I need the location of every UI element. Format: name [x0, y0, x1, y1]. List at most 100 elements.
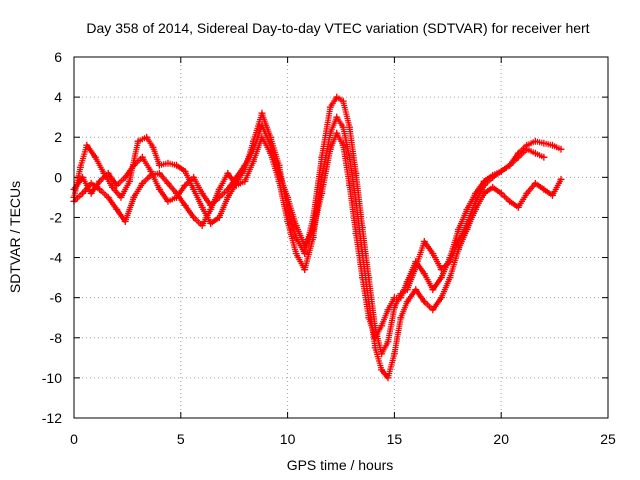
data-point	[339, 123, 347, 131]
data-point	[523, 145, 531, 153]
data-point	[130, 193, 138, 201]
data-point	[117, 193, 125, 201]
data-point	[147, 167, 155, 175]
data-point	[472, 189, 480, 197]
data-point	[284, 217, 292, 225]
y-tick-label: 4	[54, 89, 62, 105]
data-point	[232, 173, 240, 181]
data-point	[420, 238, 428, 246]
data-point	[412, 286, 420, 294]
data-point	[164, 179, 172, 187]
series-trace-2	[70, 113, 565, 382]
data-point	[121, 217, 129, 225]
data-point	[207, 219, 215, 227]
y-tick-label: 2	[54, 129, 62, 145]
data-point	[224, 193, 232, 201]
data-point	[497, 167, 505, 175]
x-axis-label: GPS time / hours	[287, 457, 394, 473]
data-point	[480, 189, 488, 197]
y-tick-label: -10	[42, 370, 62, 386]
data-point	[548, 141, 556, 149]
data-point	[557, 175, 565, 183]
data-point	[207, 201, 215, 209]
data-point-marks	[71, 114, 564, 381]
data-point	[437, 294, 445, 302]
data-point	[390, 294, 398, 302]
data-point	[497, 189, 505, 197]
data-point	[173, 193, 181, 201]
data-point	[155, 185, 163, 193]
data-point	[514, 203, 522, 211]
data-point	[506, 197, 514, 205]
data-point	[463, 205, 471, 213]
data-point	[397, 294, 405, 302]
data-point	[113, 205, 121, 213]
data-point	[454, 225, 462, 233]
data-point	[292, 221, 300, 229]
data-point	[489, 183, 497, 191]
data-point	[540, 139, 548, 147]
y-tick-label: -12	[42, 410, 62, 426]
data-point	[134, 137, 142, 145]
data-point	[358, 274, 366, 282]
data-point	[258, 121, 266, 129]
data-point	[121, 173, 129, 181]
x-tick-label: 5	[177, 431, 185, 447]
data-point	[79, 173, 87, 181]
data-point	[232, 181, 240, 189]
data-point	[352, 229, 360, 237]
data-point	[540, 185, 548, 193]
x-tick-label: 0	[70, 431, 78, 447]
data-point	[224, 185, 232, 193]
x-tick-label: 20	[493, 431, 509, 447]
data-point	[384, 338, 392, 346]
data-point	[378, 366, 386, 374]
data-point	[87, 189, 95, 197]
data-point	[215, 213, 223, 221]
data-point	[83, 141, 91, 149]
data-point	[181, 181, 189, 189]
data-point	[267, 141, 275, 149]
data-point	[333, 113, 341, 121]
data-point	[384, 374, 392, 382]
series-trace-3	[70, 121, 548, 342]
data-point	[130, 161, 138, 169]
data-point	[224, 169, 232, 177]
data-point	[378, 322, 386, 330]
data-point	[437, 274, 445, 282]
y-tick-label: 6	[54, 49, 62, 65]
data-point	[333, 93, 341, 101]
data-point	[149, 143, 157, 151]
data-point	[292, 250, 300, 258]
x-tick-label: 10	[280, 431, 296, 447]
data-point	[155, 169, 163, 177]
data-point	[181, 167, 189, 175]
data-point	[523, 189, 531, 197]
data-point	[333, 129, 341, 137]
data-point	[87, 179, 95, 187]
data-point	[138, 153, 146, 161]
data-point	[301, 242, 309, 250]
data-point	[143, 133, 151, 141]
data-point	[339, 141, 347, 149]
data-point	[241, 177, 249, 185]
data-point	[164, 159, 172, 167]
data-point	[531, 179, 539, 187]
grid-lines	[74, 57, 608, 418]
data-point	[190, 185, 198, 193]
data-point	[326, 103, 334, 111]
data-point	[420, 298, 428, 306]
data-point	[164, 197, 172, 205]
data-point	[390, 350, 398, 358]
data-point	[557, 145, 565, 153]
data-point	[215, 185, 223, 193]
data-point	[346, 181, 354, 189]
data-point	[138, 179, 146, 187]
tick-labels: 0 5 10 15 20 25 -12 -10 -8 -6 -4 -2 0 2 4 6	[42, 49, 616, 447]
data-point	[403, 278, 411, 286]
data-point	[429, 306, 437, 314]
data-point	[104, 169, 112, 177]
data-point	[346, 153, 354, 161]
chart-title: Day 358 of 2014, Sidereal Day-to-day VTE…	[86, 20, 589, 36]
y-tick-label: 0	[54, 169, 62, 185]
